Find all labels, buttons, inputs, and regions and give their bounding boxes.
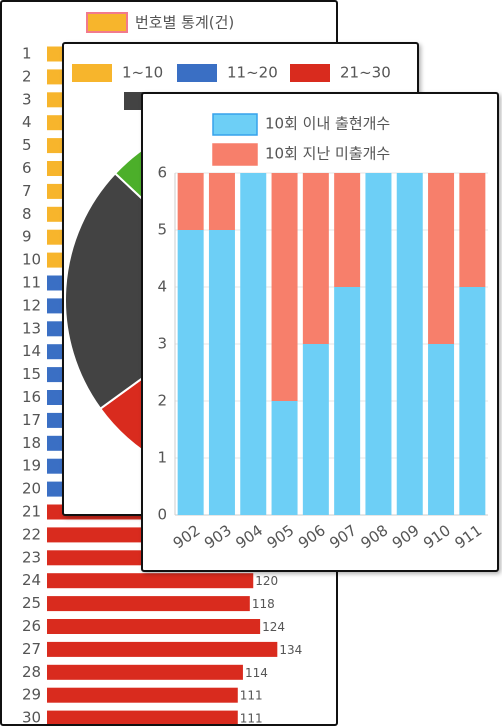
bar-segment: [177, 230, 204, 515]
y-tick-label: 13: [22, 319, 41, 337]
x-tick-label: 909: [389, 521, 423, 552]
y-tick-label: 20: [22, 480, 41, 498]
y-tick-label: 3: [22, 90, 32, 108]
bar-segment: [334, 173, 361, 287]
y-tick-label: 3: [157, 335, 167, 353]
bar-segment: [428, 173, 455, 344]
bar: [47, 710, 238, 724]
y-tick-label: 2: [157, 392, 167, 410]
y-tick-label: 5: [22, 136, 32, 154]
value-label: 124: [262, 620, 285, 634]
value-label: 114: [245, 666, 268, 680]
y-tick-label: 9: [22, 228, 32, 246]
y-tick-label: 18: [22, 434, 41, 452]
y-tick-label: 19: [22, 457, 41, 475]
y-tick-label: 4: [22, 113, 32, 131]
y-tick-label: 6: [22, 159, 32, 177]
y-tick-label: 11: [22, 274, 41, 292]
y-tick-label: 5: [157, 221, 167, 239]
value-label: 111: [240, 712, 263, 726]
bar-segment: [459, 287, 486, 515]
y-tick-label: 2: [22, 67, 32, 85]
x-tick-label: 906: [295, 521, 329, 552]
x-tick-label: 902: [170, 521, 204, 552]
y-tick-label: 26: [22, 617, 41, 635]
y-tick-label: 22: [22, 525, 41, 543]
y-tick-label: 15: [22, 365, 41, 383]
bar-segment: [208, 230, 235, 515]
value-label: 111: [240, 689, 263, 703]
bar-segment: [208, 173, 235, 230]
x-tick-label: 907: [326, 521, 360, 552]
bar-segment: [334, 287, 361, 515]
y-tick-label: 14: [22, 342, 41, 360]
legend-swatch: [290, 64, 330, 82]
y-tick-label: 30: [22, 709, 41, 726]
legend-label: 11~20: [227, 64, 278, 82]
legend-swatch: [72, 64, 112, 82]
legend-label: 10회 이내 출현개수: [265, 115, 390, 133]
y-tick-label: 8: [22, 205, 32, 223]
y-tick-label: 23: [22, 548, 41, 566]
y-tick-label: 28: [22, 663, 41, 681]
bar-segment: [177, 173, 204, 230]
legend-swatch: [212, 113, 258, 136]
y-tick-label: 1: [22, 45, 32, 63]
y-tick-label: 6: [157, 164, 167, 182]
value-label: 118: [252, 597, 275, 611]
y-tick-label: 25: [22, 594, 41, 612]
bar: [47, 664, 243, 680]
legend-swatch: [86, 12, 128, 33]
y-tick-label: 0: [157, 506, 167, 524]
legend-swatch: [212, 143, 258, 166]
bar: [47, 619, 261, 634]
y-tick-label: 1: [157, 449, 167, 467]
legend-label: 번호별 통계(건): [135, 14, 234, 32]
y-tick-label: 27: [22, 640, 41, 658]
y-tick-label: 16: [22, 388, 41, 406]
bar-segment: [302, 344, 329, 515]
x-tick-label: 908: [358, 521, 392, 552]
x-tick-label: 904: [232, 521, 266, 552]
x-tick-label: 911: [451, 521, 485, 552]
bar: [47, 573, 254, 589]
bar-segment: [271, 173, 298, 401]
y-tick-label: 10: [22, 251, 41, 269]
y-tick-label: 17: [22, 411, 41, 429]
y-tick-label: 29: [22, 686, 41, 704]
value-label: 134: [279, 643, 302, 657]
bar: [47, 596, 250, 612]
bar: [47, 687, 238, 703]
bar-segment: [396, 173, 423, 515]
bar-segment: [271, 401, 298, 515]
legend-label: 21~30: [340, 64, 391, 82]
y-tick-label: 24: [22, 571, 41, 589]
y-tick-label: 12: [22, 296, 41, 314]
legend-label: 10회 지난 미출개수: [265, 145, 390, 163]
bar-segment: [459, 173, 486, 287]
y-tick-label: 4: [157, 278, 167, 296]
value-label: 120: [255, 574, 278, 588]
x-tick-label: 903: [201, 521, 235, 552]
x-tick-label: 910: [420, 521, 454, 552]
y-tick-label: 7: [22, 182, 32, 200]
window-stacked-bar: 10회 이내 출현개수 10회 지난 미출개수 0 1 2 3 4 5 6 902 903 904 90…: [141, 92, 499, 572]
x-tick-label: 905: [264, 521, 298, 552]
legend-swatch: [177, 64, 217, 82]
bar-segment: [302, 173, 329, 344]
y-tick-label: 21: [22, 503, 41, 521]
bar: [47, 641, 278, 657]
bar-segment: [240, 173, 267, 515]
legend-label: 1~10: [122, 64, 163, 82]
bar-segment: [428, 344, 455, 515]
bar-segment: [365, 173, 392, 515]
